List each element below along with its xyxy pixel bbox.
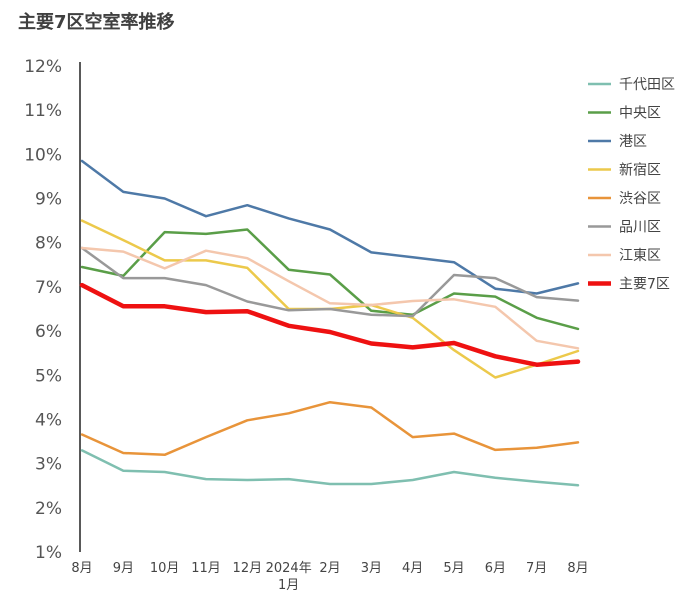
y-tick-label: 9%	[35, 190, 62, 210]
y-tick-label: 6%	[35, 322, 62, 342]
series-line	[80, 159, 580, 295]
legend-item: 品川区	[588, 220, 661, 236]
y-tick-label: 12%	[24, 57, 62, 77]
y-tick-label: 3%	[35, 455, 62, 475]
series-line	[80, 246, 580, 318]
series-line	[80, 400, 580, 457]
legend-item: 新宿区	[588, 162, 661, 179]
x-tick-label: 11月	[191, 561, 221, 576]
series-line	[80, 219, 580, 379]
x-tick-label: 8月	[71, 561, 92, 576]
legend-label: 主要7区	[619, 277, 670, 293]
legend-label: 渋谷区	[619, 191, 661, 207]
legend-label: 中央区	[619, 106, 661, 122]
chart-title: 主要7区空室率推移	[18, 12, 175, 33]
series-line	[80, 228, 580, 331]
x-tick-label: 10月	[150, 561, 180, 576]
y-tick-label: 1%	[35, 543, 62, 563]
x-tick-label: 9月	[113, 561, 134, 576]
legend-label: 港区	[619, 134, 647, 150]
legend-item: 渋谷区	[588, 191, 661, 207]
series-line	[80, 449, 580, 487]
x-tick-label: 2月	[319, 561, 340, 576]
x-tick-label: 5月	[443, 561, 464, 576]
x-tick-label: 4月	[402, 561, 423, 576]
legend-item: 中央区	[588, 106, 661, 122]
series-line	[79, 282, 581, 367]
legend-label: 千代田区	[619, 77, 675, 93]
legend-item: 港区	[588, 134, 647, 150]
y-tick-label: 5%	[35, 366, 62, 386]
x-tick-label: 8月	[567, 561, 588, 576]
y-tick-label: 10%	[24, 145, 62, 165]
legend-item: 千代田区	[588, 77, 675, 93]
legend-label: 江東区	[619, 248, 661, 264]
y-tick-label: 11%	[24, 101, 62, 121]
x-tick-label: 6月	[485, 561, 506, 576]
y-tick-label: 8%	[35, 234, 62, 254]
y-tick-label: 4%	[35, 410, 62, 430]
legend-item: 主要7区	[588, 277, 670, 293]
legend-label: 新宿区	[619, 162, 661, 179]
y-tick-label: 7%	[35, 278, 62, 298]
series-line	[80, 246, 580, 350]
y-tick-label: 2%	[35, 499, 62, 519]
x-tick-label: 3月	[361, 561, 382, 576]
x-tick-label: 2024年 1月	[266, 561, 312, 593]
legend-item: 江東区	[588, 248, 661, 264]
legend-label: 品川区	[619, 220, 661, 236]
x-tick-label: 12月	[233, 561, 263, 576]
x-tick-label: 7月	[526, 561, 547, 576]
